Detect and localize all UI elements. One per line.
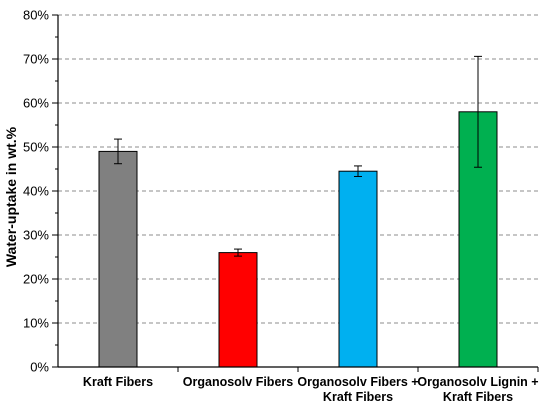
y-tick-label: 10%	[23, 316, 49, 331]
bar	[338, 170, 378, 368]
y-axis-label: Water-uptake in wt.%	[3, 126, 19, 267]
y-tick-label: 30%	[23, 228, 49, 243]
gridlines	[58, 14, 538, 324]
category-label: Kraft Fibers	[443, 390, 513, 404]
bar	[98, 150, 138, 368]
y-tick-labels: 0% 10% 20% 30% 40% 50% 60% 70% 80%	[23, 8, 49, 375]
category-label: Organosolv Lignin +	[417, 375, 538, 389]
y-tick-label: 60%	[23, 96, 49, 111]
y-tick-label: 80%	[23, 8, 49, 23]
category-labels: Kraft Fibers Organosolv Fibers Organosolv …	[83, 375, 539, 404]
bar	[218, 252, 258, 368]
y-tick-label: 50%	[23, 140, 49, 155]
y-tick-label: 0%	[30, 360, 49, 375]
category-label: Organosolv Fibers	[183, 375, 293, 389]
category-label: Organosolv Fibers +	[297, 375, 418, 389]
category-label: Kraft Fibers	[323, 390, 393, 404]
bars	[98, 111, 498, 368]
category-label: Kraft Fibers	[83, 375, 153, 389]
y-tick-label: 70%	[23, 52, 49, 67]
y-tick-label: 40%	[23, 184, 49, 199]
y-tick-label: 20%	[23, 272, 49, 287]
error-bars	[114, 55, 482, 257]
axes	[52, 14, 539, 372]
